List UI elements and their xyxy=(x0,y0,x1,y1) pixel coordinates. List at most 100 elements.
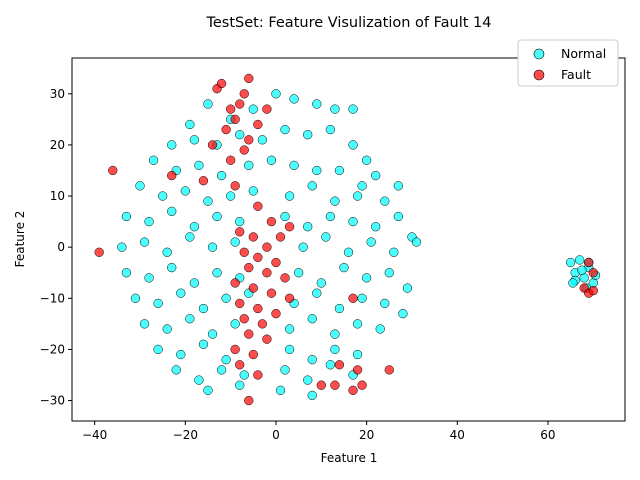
normal-point xyxy=(325,211,336,222)
fault-point xyxy=(221,124,231,135)
normal-point xyxy=(352,349,363,360)
y-tick-label: −20 xyxy=(40,342,65,356)
normal-point xyxy=(216,170,227,181)
normal-point xyxy=(303,375,313,385)
normal-point xyxy=(207,329,218,339)
fault-point xyxy=(225,155,236,165)
normal-point xyxy=(307,181,317,191)
fault-point xyxy=(253,119,263,130)
fault-point xyxy=(108,165,118,176)
points-layer xyxy=(94,73,601,406)
x-axis: −40 −20 0 20 40 60 xyxy=(82,421,556,442)
fault-point xyxy=(235,99,245,109)
fault-point xyxy=(248,232,258,242)
normal-point xyxy=(248,186,258,196)
fault-point xyxy=(253,201,263,211)
fault-point xyxy=(216,78,227,89)
fault-point xyxy=(235,227,245,237)
normal-point xyxy=(212,211,222,222)
fault-point xyxy=(280,273,290,283)
normal-point xyxy=(348,140,358,150)
normal-point xyxy=(312,99,322,109)
normal-point xyxy=(171,365,181,375)
normal-point xyxy=(303,130,313,140)
normal-point xyxy=(289,160,299,171)
normal-point xyxy=(121,211,132,222)
normal-point xyxy=(198,303,209,314)
normal-point xyxy=(330,344,340,355)
normal-point xyxy=(284,191,295,201)
x-tick-label: 0 xyxy=(272,428,280,442)
normal-point xyxy=(235,130,245,140)
fault-point xyxy=(588,285,598,296)
fault-point xyxy=(284,293,295,303)
normal-point xyxy=(139,237,150,247)
y-axis-label: Feature 2 xyxy=(13,211,27,268)
normal-point xyxy=(312,288,322,298)
fault-point xyxy=(230,344,240,355)
y-axis: −30 −20 −10 0 10 20 30 xyxy=(40,87,72,408)
fault-point xyxy=(271,257,281,268)
fault-point xyxy=(316,380,326,390)
fault-point xyxy=(262,268,272,278)
fault-point xyxy=(253,303,263,314)
fault-point xyxy=(244,395,254,406)
normal-point xyxy=(357,181,367,191)
y-tick-label: 20 xyxy=(50,138,65,152)
normal-point xyxy=(176,288,186,298)
fault-point xyxy=(271,308,281,319)
x-tick-label: 40 xyxy=(450,428,465,442)
normal-point xyxy=(230,237,240,247)
fault-point xyxy=(275,232,286,242)
normal-point xyxy=(411,237,422,247)
fault-point xyxy=(588,268,598,278)
normal-point xyxy=(203,385,213,395)
fault-point xyxy=(284,222,295,232)
normal-point xyxy=(180,186,190,196)
fault-point xyxy=(352,365,363,375)
normal-point xyxy=(239,370,249,380)
normal-point xyxy=(380,196,390,206)
fault-point xyxy=(266,288,277,298)
normal-point xyxy=(398,308,408,319)
fault-point xyxy=(244,73,254,84)
normal-point xyxy=(330,196,340,206)
normal-point xyxy=(266,155,277,165)
legend: Normal Fault xyxy=(517,39,619,87)
fault-point xyxy=(248,349,258,360)
normal-point xyxy=(248,104,258,114)
normal-point xyxy=(568,278,578,288)
chart-title: TestSet: Feature Visulization of Fault 1… xyxy=(205,15,491,31)
normal-point xyxy=(334,165,345,176)
normal-point xyxy=(325,360,336,370)
normal-point xyxy=(189,278,200,288)
fault-point xyxy=(262,242,272,252)
y-tick-label: −30 xyxy=(40,394,65,408)
fault-point xyxy=(348,385,358,395)
normal-point xyxy=(189,135,200,145)
fault-point xyxy=(262,104,272,114)
normal-point xyxy=(148,155,159,165)
fault-point xyxy=(244,329,254,339)
fault-point xyxy=(266,216,277,227)
normal-point xyxy=(207,242,218,252)
normal-point xyxy=(162,247,172,257)
normal-point xyxy=(167,206,177,217)
normal-point xyxy=(221,354,231,365)
normal-point xyxy=(393,181,404,191)
normal-point xyxy=(203,196,213,206)
normal-point xyxy=(185,119,195,130)
normal-point xyxy=(221,293,231,303)
fault-point xyxy=(244,135,254,145)
normal-point xyxy=(565,257,576,268)
normal-point xyxy=(284,324,295,334)
normal-point xyxy=(176,349,186,360)
y-tick-label: −10 xyxy=(40,291,65,305)
normal-point xyxy=(307,314,317,324)
fault-point xyxy=(262,334,272,344)
normal-point xyxy=(203,99,213,109)
normal-point xyxy=(334,303,345,314)
normal-point xyxy=(144,273,154,283)
normal-point xyxy=(357,293,367,303)
